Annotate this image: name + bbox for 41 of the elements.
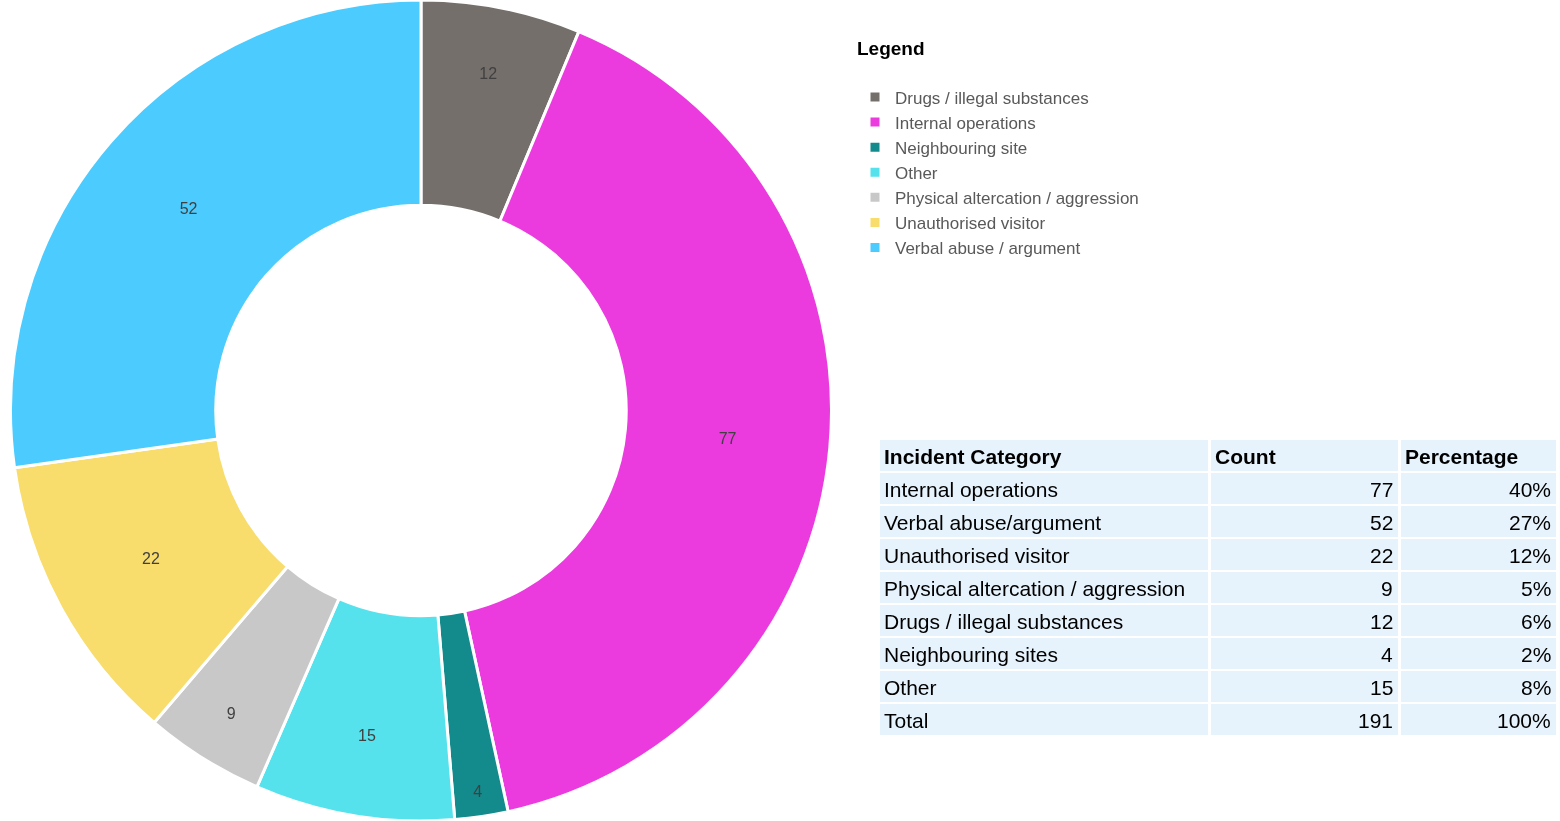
text: Verbal abuse/argument [884, 511, 1102, 534]
text: Unauthorised visitor [884, 544, 1070, 567]
text: 9 [1381, 577, 1393, 600]
text: 191 [1358, 709, 1394, 732]
text: 5% [1521, 577, 1552, 600]
legend-label: Drugs / illegal substances [895, 88, 1089, 108]
text: 6% [1521, 610, 1552, 633]
text: 12% [1509, 544, 1552, 567]
data-label: 22 [142, 550, 161, 568]
legend-label: Physical altercation / aggression [895, 188, 1139, 208]
legend-label: Verbal abuse / argument [895, 239, 1081, 259]
text: 52 [1370, 511, 1394, 534]
legend-label: Other [895, 163, 938, 183]
text: Physical altercation / aggression [884, 577, 1186, 600]
legend-title: Legend [857, 37, 925, 59]
text: Total [884, 709, 929, 732]
text: Drugs / illegal substances [884, 610, 1124, 633]
legend-label: Internal operations [895, 113, 1036, 133]
text: 4 [1381, 643, 1393, 666]
legend-label: Unauthorised visitor [895, 214, 1046, 234]
text: 27% [1509, 511, 1552, 534]
text: Other [884, 676, 937, 699]
text: 12 [1370, 610, 1394, 633]
text: 15 [1370, 676, 1394, 699]
data-label: 77 [718, 429, 737, 447]
data-label: 15 [358, 727, 376, 745]
text: 40% [1509, 478, 1552, 501]
legend-label: Neighbouring site [895, 138, 1028, 158]
text: 77 [1370, 478, 1394, 501]
text: Internal operations [884, 478, 1058, 501]
data-label: 52 [179, 200, 198, 218]
text: Percentage [1405, 445, 1519, 468]
data-label: 4 [473, 782, 483, 800]
text: 8% [1521, 676, 1552, 699]
text: 2% [1521, 643, 1552, 666]
data-label: 9 [226, 705, 236, 723]
text: Incident Category [884, 445, 1062, 468]
text: 100% [1497, 709, 1551, 732]
text: Count [1215, 445, 1276, 468]
text: Neighbouring sites [884, 643, 1058, 666]
text: 22 [1370, 544, 1394, 567]
